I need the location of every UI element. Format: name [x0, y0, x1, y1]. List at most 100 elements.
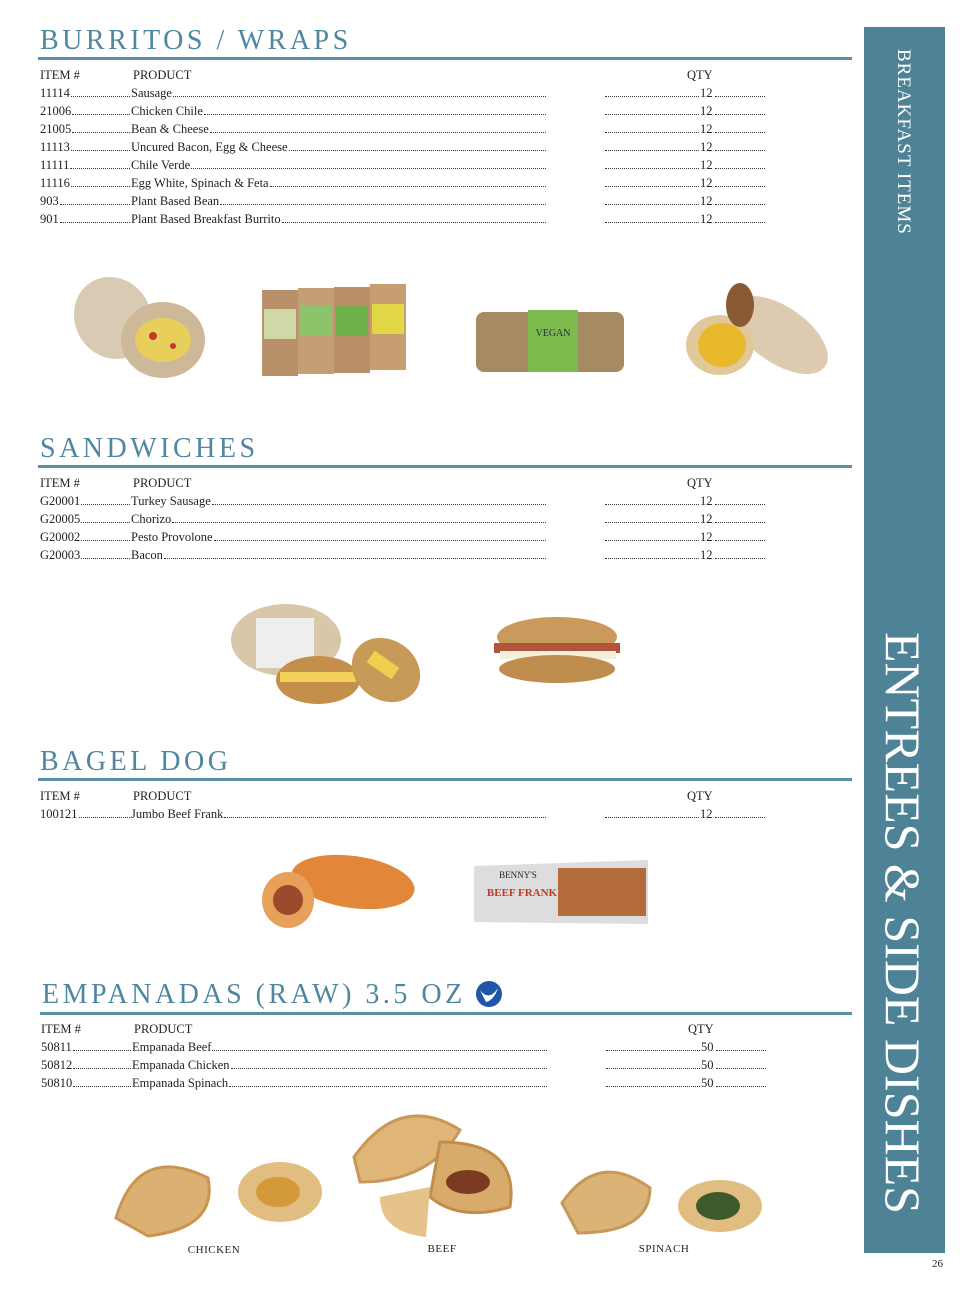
dot-leader [714, 138, 765, 151]
dot-leader [70, 174, 130, 187]
table-row: G20001 Turkey Sausage 12 [40, 492, 766, 510]
dot-leader [714, 174, 765, 187]
dot-leader [605, 805, 699, 818]
dot-leader [714, 546, 765, 559]
dot-leader [220, 192, 546, 205]
qty-value: 12 [700, 212, 713, 226]
dot-leader [230, 1056, 547, 1069]
breakfast-burrito-image [686, 283, 828, 375]
dot-leader [73, 1056, 131, 1069]
empanadas-table: ITEM # PRODUCT QTY 50811 Empanada Beef 50 5081… [41, 1020, 767, 1092]
dot-leader [605, 210, 699, 223]
packaged-burritos-image [262, 284, 406, 376]
dot-leader [714, 528, 765, 541]
item-number: 903 [40, 194, 59, 208]
product-name: Empanada Spinach [132, 1076, 229, 1090]
dot-leader [73, 1074, 131, 1087]
dot-leader [81, 528, 130, 541]
dot-leader [70, 84, 130, 97]
dot-leader [59, 192, 130, 205]
burrito-image [73, 276, 205, 378]
dot-leader [213, 528, 546, 541]
dot-leader [209, 120, 546, 133]
bagel-dog-image [262, 854, 415, 928]
dot-leader [229, 1074, 547, 1087]
sidebar-top-label: BREAKFAST ITEMS [893, 49, 914, 235]
table-row: 100121 Jumbo Beef Frank 12 [40, 805, 766, 823]
item-number: 21006 [40, 104, 72, 118]
table-row: 50810 Empanada Spinach 50 [41, 1074, 767, 1092]
dot-leader [714, 120, 765, 133]
product-name: Empanada Beef [132, 1040, 212, 1054]
dot-leader [714, 156, 765, 169]
item-number: 21005 [40, 122, 72, 136]
table-row: 11111 Chile Verde 12 [40, 156, 766, 174]
product-name: Uncured Bacon, Egg & Cheese [131, 140, 288, 154]
qty-value: 12 [700, 512, 713, 526]
header-product: PRODUCT [133, 68, 192, 82]
item-number: G20005 [40, 512, 81, 526]
product-name: Turkey Sausage [131, 494, 211, 508]
section-title-burritos: BURRITOS / WRAPS [40, 25, 352, 56]
product-name: Jumbo Beef Frank [131, 807, 224, 821]
table-row: 21006 Chicken Chile 12 [40, 102, 766, 120]
dot-leader [715, 1074, 766, 1087]
bagel-dog-table: ITEM # PRODUCT QTY 100121 Jumbo Beef Frank 12 [40, 787, 766, 823]
table-row: G20002 Pesto Provolone 12 [40, 528, 766, 546]
table-row: 901 Plant Based Breakfast Burrito 12 [40, 210, 766, 228]
vegan-burrito-image: VEGAN [476, 310, 624, 372]
product-name: Egg White, Spinach & Feta [131, 176, 269, 190]
item-number: G20003 [40, 548, 81, 562]
dot-leader [714, 84, 765, 97]
burritos-table: ITEM # PRODUCT QTY 11114 Sausage 12 21006 Chick… [40, 66, 766, 228]
dot-leader [605, 84, 699, 97]
table-row: 11113 Uncured Bacon, Egg & Cheese 12 [40, 138, 766, 156]
dot-leader [81, 546, 130, 559]
product-name: Chile Verde [131, 158, 191, 172]
beef-frank-label: BEEF FRANK [487, 887, 558, 899]
dot-leader [59, 210, 130, 223]
dot-leader [714, 492, 765, 505]
product-name: Sausage [131, 86, 172, 100]
table-row: 11116 Egg White, Spinach & Feta 12 [40, 174, 766, 192]
dot-leader [605, 492, 699, 505]
section-title-empanadas: EMPANADAS (RAW) 3.5 OZ [42, 979, 466, 1010]
table-header: ITEM # PRODUCT QTY [40, 474, 766, 492]
dot-leader [605, 102, 699, 115]
qty-value: 12 [700, 530, 713, 544]
qty-value: 12 [700, 122, 713, 136]
item-number: 50811 [41, 1040, 72, 1054]
qty-value: 12 [700, 104, 713, 118]
item-number: 901 [40, 212, 59, 226]
caption-beef: BEEF [427, 1243, 457, 1255]
beef-empanada-image [352, 1114, 513, 1237]
dot-leader [606, 1056, 700, 1069]
beef-frank-package-image: BENNY'S BEEF FRANK [474, 860, 648, 924]
table-row: 21005 Bean & Cheese 12 [40, 120, 766, 138]
caption-chicken: CHICKEN [187, 1244, 241, 1256]
qty-value: 50 [701, 1058, 714, 1072]
qty-value: 12 [700, 86, 713, 100]
table-row: 50811 Empanada Beef 50 [41, 1038, 767, 1056]
product-name: Bacon [131, 548, 163, 562]
dot-leader [605, 192, 699, 205]
item-number: G20001 [40, 494, 81, 508]
dot-leader [172, 84, 546, 97]
dot-leader [224, 805, 546, 818]
product-name: Pesto Provolone [131, 530, 213, 544]
table-header: ITEM # PRODUCT QTY [40, 66, 766, 84]
qty-value: 12 [700, 158, 713, 172]
item-number: 100121 [40, 807, 78, 821]
dot-leader [714, 102, 765, 115]
product-name: Plant Based Breakfast Burrito [131, 212, 281, 226]
dot-leader [605, 120, 699, 133]
section-divider [40, 1012, 852, 1015]
table-row: G20005 Chorizo 12 [40, 510, 766, 528]
dot-leader [714, 805, 765, 818]
section-title-bagel-dog: BAGEL DOG [40, 746, 232, 777]
table-header: ITEM # PRODUCT QTY [41, 1020, 767, 1038]
product-name: Plant Based Bean [131, 194, 220, 208]
table-row: 903 Plant Based Bean 12 [40, 192, 766, 210]
bacon-sandwich-image [494, 617, 620, 683]
dot-leader [605, 546, 699, 559]
